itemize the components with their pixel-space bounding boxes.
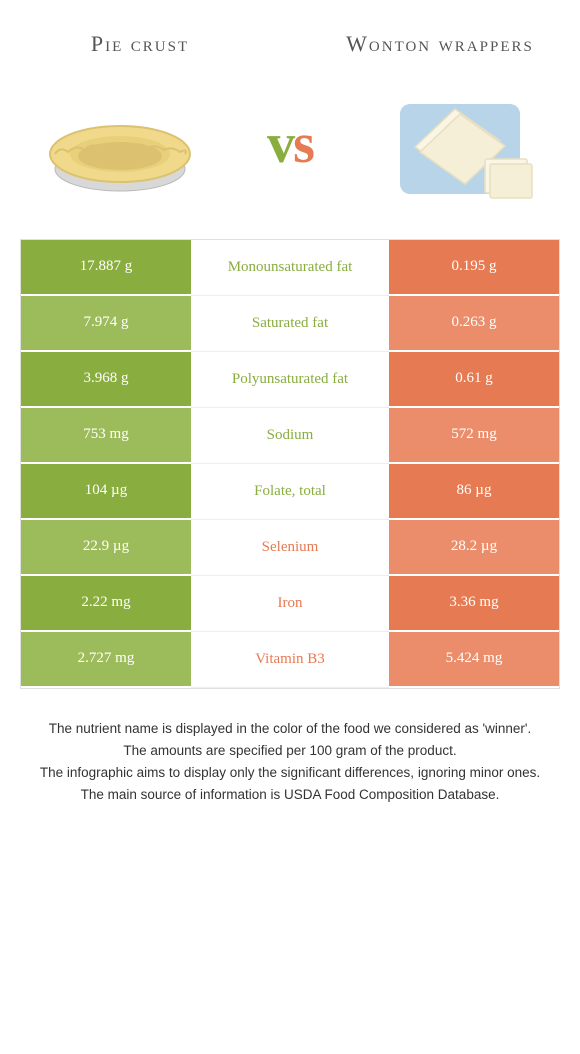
table-row: 104 µgFolate, total86 µg [21,464,559,520]
left-value: 2.22 mg [21,576,191,632]
nutrient-name: Folate, total [191,464,389,520]
left-value: 104 µg [21,464,191,520]
left-value: 22.9 µg [21,520,191,576]
table-row: 753 mgSodium572 mg [21,408,559,464]
header: Pie crust Wonton wrappers [0,0,580,69]
footnote-line: The amounts are specified per 100 gram o… [20,741,560,761]
footnotes: The nutrient name is displayed in the co… [20,719,560,806]
nutrient-name: Selenium [191,520,389,576]
right-value: 3.36 mg [389,576,559,632]
pie-crust-image [40,79,200,209]
left-value: 753 mg [21,408,191,464]
left-value: 2.727 mg [21,632,191,688]
right-value: 5.424 mg [389,632,559,688]
footnote-line: The main source of information is USDA F… [20,785,560,805]
right-value: 0.61 g [389,352,559,408]
left-value: 3.968 g [21,352,191,408]
right-value: 0.195 g [389,240,559,296]
right-value: 572 mg [389,408,559,464]
table-row: 22.9 µgSelenium28.2 µg [21,520,559,576]
table-row: 2.22 mgIron3.36 mg [21,576,559,632]
left-food-title: Pie crust [40,30,240,59]
right-value: 28.2 µg [389,520,559,576]
left-value: 17.887 g [21,240,191,296]
vs-v-letter: v [267,113,293,175]
right-value: 86 µg [389,464,559,520]
nutrient-name: Iron [191,576,389,632]
images-row: vs [0,69,580,229]
table-row: 17.887 gMonounsaturated fat0.195 g [21,240,559,296]
nutrient-table: 17.887 gMonounsaturated fat0.195 g7.974 … [20,239,560,689]
right-food-title: Wonton wrappers [340,30,540,59]
right-value: 0.263 g [389,296,559,352]
table-row: 3.968 gPolyunsaturated fat0.61 g [21,352,559,408]
nutrient-name: Monounsaturated fat [191,240,389,296]
vs-label: vs [267,112,313,176]
nutrient-name: Saturated fat [191,296,389,352]
left-value: 7.974 g [21,296,191,352]
vs-s-letter: s [293,113,313,175]
nutrient-name: Polyunsaturated fat [191,352,389,408]
footnote-line: The nutrient name is displayed in the co… [20,719,560,739]
footnote-line: The infographic aims to display only the… [20,763,560,783]
table-row: 2.727 mgVitamin B35.424 mg [21,632,559,688]
wonton-wrappers-image [380,79,540,209]
nutrient-name: Vitamin B3 [191,632,389,688]
nutrient-name: Sodium [191,408,389,464]
table-row: 7.974 gSaturated fat0.263 g [21,296,559,352]
